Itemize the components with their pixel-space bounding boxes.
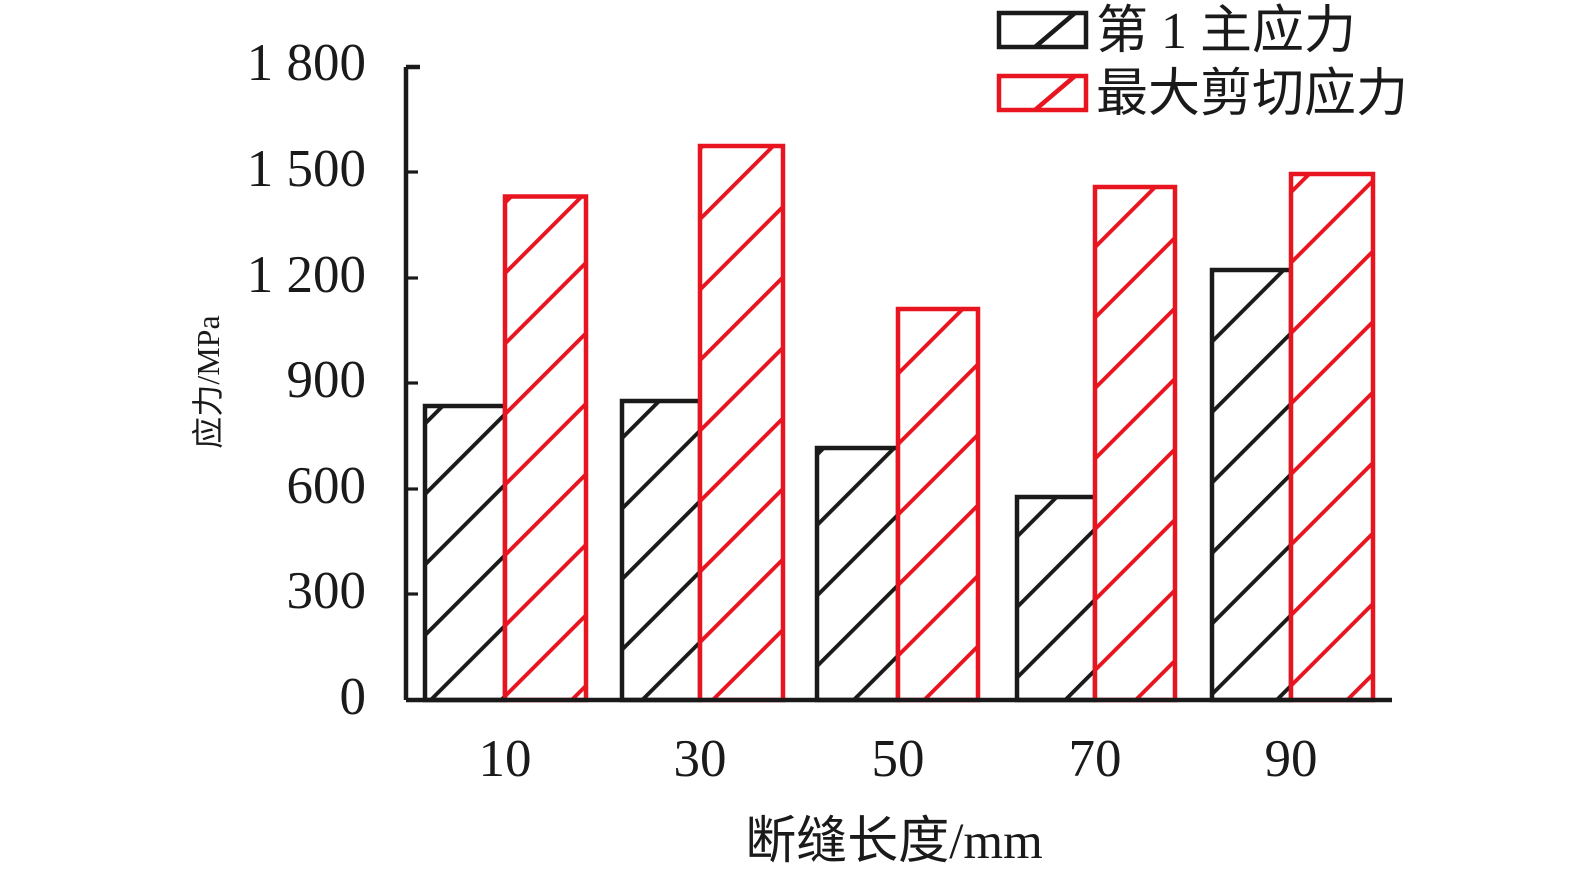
- svg-text:应力/MPa: 应力/MPa: [190, 315, 226, 448]
- svg-text:900: 900: [287, 351, 367, 409]
- svg-text:0: 0: [340, 668, 367, 726]
- svg-text:50: 50: [872, 730, 925, 788]
- svg-text:300: 300: [287, 562, 367, 620]
- svg-text:最大剪切应力: 最大剪切应力: [1096, 66, 1408, 123]
- svg-text:1 500: 1 500: [247, 140, 366, 198]
- svg-text:30: 30: [674, 730, 727, 788]
- svg-text:1 200: 1 200: [247, 246, 366, 304]
- svg-text:70: 70: [1069, 730, 1122, 788]
- svg-text:断缝长度/mm: 断缝长度/mm: [745, 814, 1043, 870]
- svg-text:1 800: 1 800: [247, 34, 366, 92]
- svg-text:第 1 主应力: 第 1 主应力: [1096, 3, 1356, 60]
- svg-text:10: 10: [479, 730, 532, 788]
- svg-text:90: 90: [1265, 730, 1318, 788]
- svg-text:600: 600: [287, 457, 367, 515]
